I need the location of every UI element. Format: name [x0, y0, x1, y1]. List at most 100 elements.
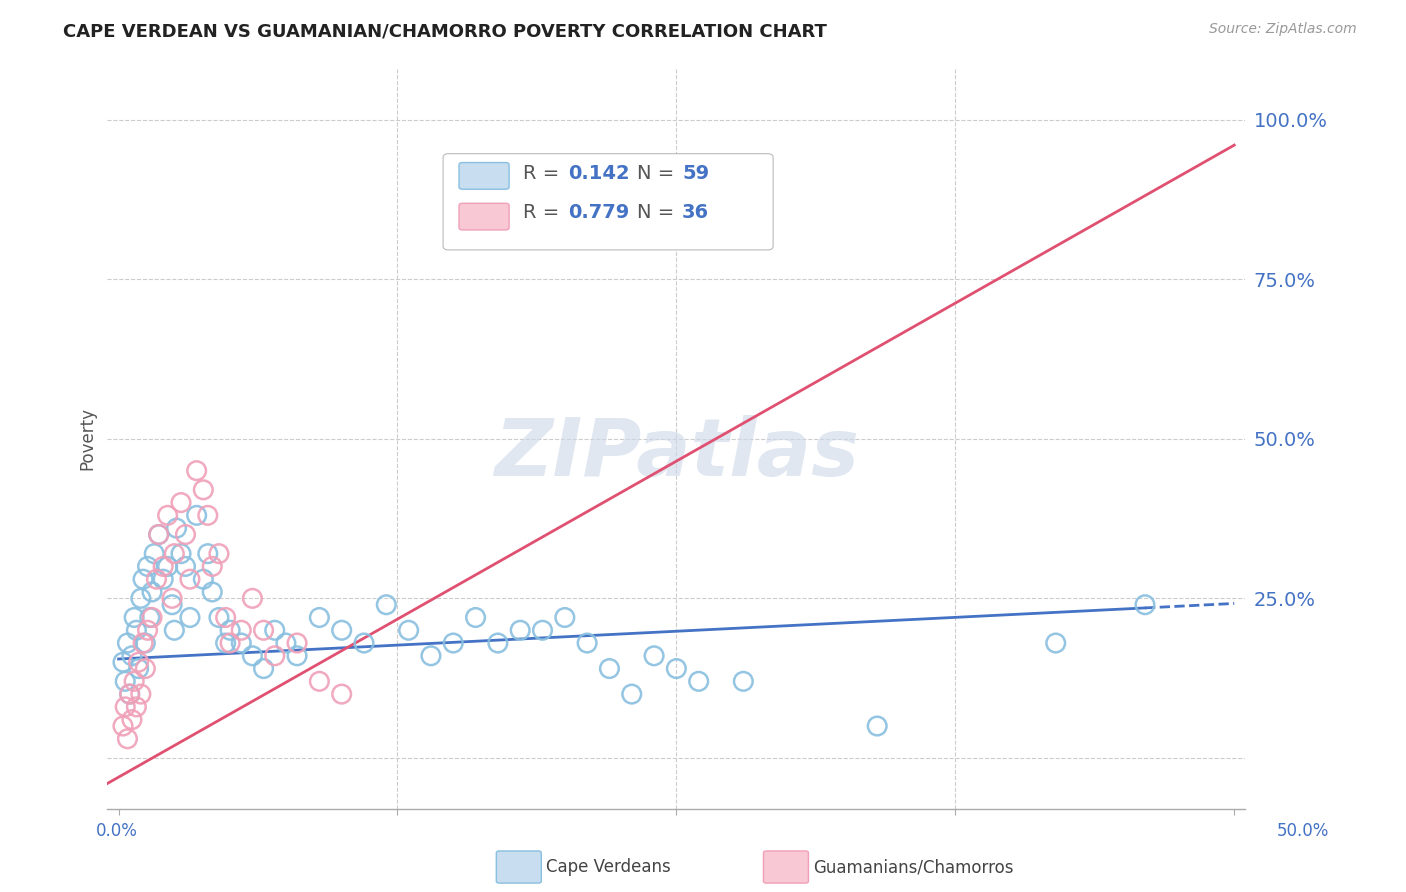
- Text: R =: R =: [523, 164, 565, 183]
- Point: [134, 636, 156, 650]
- Point: [160, 598, 183, 612]
- Point: [242, 648, 264, 663]
- Y-axis label: Poverty: Poverty: [79, 408, 96, 470]
- Point: [419, 648, 441, 663]
- Point: [219, 624, 242, 638]
- Point: [139, 610, 162, 624]
- Point: [129, 687, 152, 701]
- Point: [665, 662, 688, 676]
- Point: [170, 495, 193, 509]
- Point: [252, 624, 274, 638]
- Point: [441, 636, 464, 650]
- Point: [163, 624, 186, 638]
- Point: [111, 719, 134, 733]
- Point: [509, 624, 531, 638]
- Point: [118, 687, 141, 701]
- Point: [197, 508, 219, 523]
- Point: [114, 699, 136, 714]
- Point: [208, 610, 231, 624]
- Point: [219, 636, 242, 650]
- Point: [141, 585, 163, 599]
- Text: 0.779: 0.779: [568, 203, 630, 222]
- Point: [136, 559, 159, 574]
- Point: [375, 598, 398, 612]
- Point: [285, 648, 308, 663]
- Point: [128, 662, 150, 676]
- Point: [688, 674, 710, 689]
- Point: [576, 636, 599, 650]
- Point: [122, 610, 145, 624]
- Point: [125, 699, 148, 714]
- Point: [285, 636, 308, 650]
- Point: [117, 731, 139, 746]
- Point: [129, 591, 152, 606]
- Point: [193, 483, 215, 497]
- Point: [132, 636, 155, 650]
- Point: [263, 624, 285, 638]
- Point: [197, 547, 219, 561]
- FancyBboxPatch shape: [458, 203, 509, 230]
- Text: 59: 59: [682, 164, 709, 183]
- Point: [186, 464, 208, 478]
- Text: 0.142: 0.142: [568, 164, 630, 183]
- Text: N =: N =: [637, 203, 681, 222]
- Point: [179, 610, 201, 624]
- Point: [464, 610, 486, 624]
- Text: ZIPatlas: ZIPatlas: [494, 415, 859, 492]
- Point: [231, 624, 253, 638]
- Point: [166, 521, 188, 535]
- Point: [111, 655, 134, 669]
- Point: [263, 648, 285, 663]
- Point: [866, 719, 889, 733]
- Point: [643, 648, 665, 663]
- Text: 0.0%: 0.0%: [96, 822, 138, 840]
- Point: [118, 687, 141, 701]
- Text: Guamanians/Chamorros: Guamanians/Chamorros: [813, 858, 1014, 876]
- Point: [330, 624, 353, 638]
- Point: [121, 648, 143, 663]
- Point: [201, 585, 224, 599]
- Point: [398, 624, 420, 638]
- Point: [152, 572, 174, 586]
- Point: [174, 527, 197, 541]
- Point: [308, 610, 330, 624]
- Text: Source: ZipAtlas.com: Source: ZipAtlas.com: [1209, 22, 1357, 37]
- Point: [145, 572, 167, 586]
- Point: [156, 559, 179, 574]
- Point: [136, 624, 159, 638]
- Point: [554, 610, 576, 624]
- Point: [193, 572, 215, 586]
- Point: [122, 674, 145, 689]
- Point: [148, 527, 170, 541]
- FancyBboxPatch shape: [458, 162, 509, 189]
- Point: [308, 674, 330, 689]
- Point: [1045, 636, 1067, 650]
- FancyBboxPatch shape: [443, 153, 773, 250]
- Point: [114, 674, 136, 689]
- Point: [121, 713, 143, 727]
- Point: [179, 572, 201, 586]
- Point: [531, 624, 554, 638]
- Point: [208, 547, 231, 561]
- Point: [353, 636, 375, 650]
- Point: [160, 591, 183, 606]
- Point: [214, 610, 236, 624]
- Point: [252, 662, 274, 676]
- Point: [201, 559, 224, 574]
- Point: [186, 508, 208, 523]
- Point: [128, 655, 150, 669]
- Point: [214, 636, 236, 650]
- Point: [330, 687, 353, 701]
- Point: [620, 687, 643, 701]
- Point: [163, 547, 186, 561]
- Point: [598, 662, 620, 676]
- Point: [274, 636, 297, 650]
- Text: R =: R =: [523, 203, 565, 222]
- Point: [242, 591, 264, 606]
- Point: [141, 610, 163, 624]
- Text: 36: 36: [682, 203, 709, 222]
- Point: [125, 624, 148, 638]
- Text: 50.0%: 50.0%: [1277, 822, 1329, 840]
- Point: [117, 636, 139, 650]
- Text: N =: N =: [637, 164, 681, 183]
